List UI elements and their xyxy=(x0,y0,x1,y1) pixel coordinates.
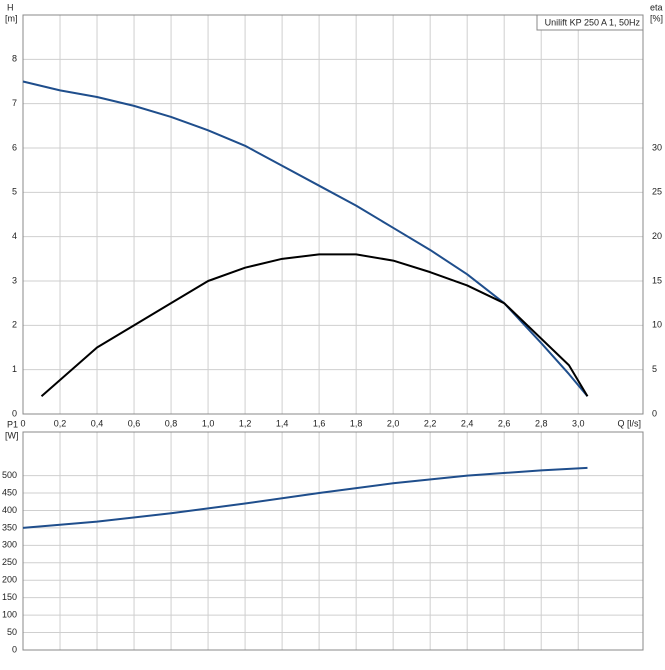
x-tick-label: 2,8 xyxy=(535,418,548,428)
y-tick-label: 6 xyxy=(12,142,17,152)
y-tick-label: 250 xyxy=(2,557,17,567)
y-axis-label: P1 xyxy=(7,419,18,429)
y-axis-label: H xyxy=(7,2,14,12)
y-tick-label: 2 xyxy=(12,320,17,330)
y2-tick-label: 15 xyxy=(652,275,662,285)
y2-tick-label: 20 xyxy=(652,231,662,241)
curve xyxy=(40,253,589,398)
curve xyxy=(22,466,588,529)
y-tick-label: 0 xyxy=(12,408,17,418)
chart-title: Unilift KP 250 A 1, 50Hz xyxy=(545,17,641,27)
y-tick-label: 100 xyxy=(2,609,17,619)
x-tick-label: 3,0 xyxy=(572,418,585,428)
y-tick-label: 3 xyxy=(12,275,17,285)
x-tick-label: 0,8 xyxy=(165,418,178,428)
y-tick-label: 1 xyxy=(12,364,17,374)
x-tick-label: 0 xyxy=(20,418,25,428)
y-tick-label: 300 xyxy=(2,540,17,550)
y-tick-label: 400 xyxy=(2,505,17,515)
x-tick-label: 2,2 xyxy=(424,418,437,428)
x-tick-label: 1,0 xyxy=(202,418,215,428)
plot-frame xyxy=(22,14,644,415)
x-tick-label: 1,4 xyxy=(276,418,289,428)
y2-tick-label: 10 xyxy=(652,320,662,330)
y-tick-label: 200 xyxy=(2,575,17,585)
x-axis-label: Q [l/s] xyxy=(617,418,641,428)
curve xyxy=(22,80,589,397)
x-tick-label: 1,8 xyxy=(350,418,363,428)
y2-tick-label: 0 xyxy=(652,408,657,418)
x-tick-label: 1,2 xyxy=(239,418,252,428)
y-tick-label: 150 xyxy=(2,592,17,602)
title-box xyxy=(536,14,644,31)
y-tick-label: 5 xyxy=(12,187,17,197)
y-tick-label: 50 xyxy=(7,627,17,637)
y-tick-label: 350 xyxy=(2,522,17,532)
y-tick-label: 450 xyxy=(2,487,17,497)
y-axis-unit: [W] xyxy=(5,430,19,440)
y-tick-label: 500 xyxy=(2,470,17,480)
x-tick-label: 0,2 xyxy=(54,418,67,428)
x-tick-label: 1,6 xyxy=(313,418,326,428)
y2-axis-unit: [%] xyxy=(650,13,663,23)
x-tick-label: 0,4 xyxy=(91,418,104,428)
y2-axis-label: eta xyxy=(650,2,663,12)
x-tick-label: 2,0 xyxy=(387,418,400,428)
y-axis-unit: [m] xyxy=(5,13,18,23)
plot-frame xyxy=(22,431,644,651)
y-tick-label: 0 xyxy=(12,644,17,654)
y-tick-label: 4 xyxy=(12,231,17,241)
x-tick-label: 2,6 xyxy=(498,418,511,428)
y2-tick-label: 30 xyxy=(652,142,662,152)
y-tick-label: 8 xyxy=(12,54,17,64)
y2-tick-label: 5 xyxy=(652,364,657,374)
x-tick-label: 0,6 xyxy=(128,418,141,428)
y2-tick-label: 25 xyxy=(652,187,662,197)
x-tick-label: 2,4 xyxy=(461,418,474,428)
y-tick-label: 7 xyxy=(12,98,17,108)
